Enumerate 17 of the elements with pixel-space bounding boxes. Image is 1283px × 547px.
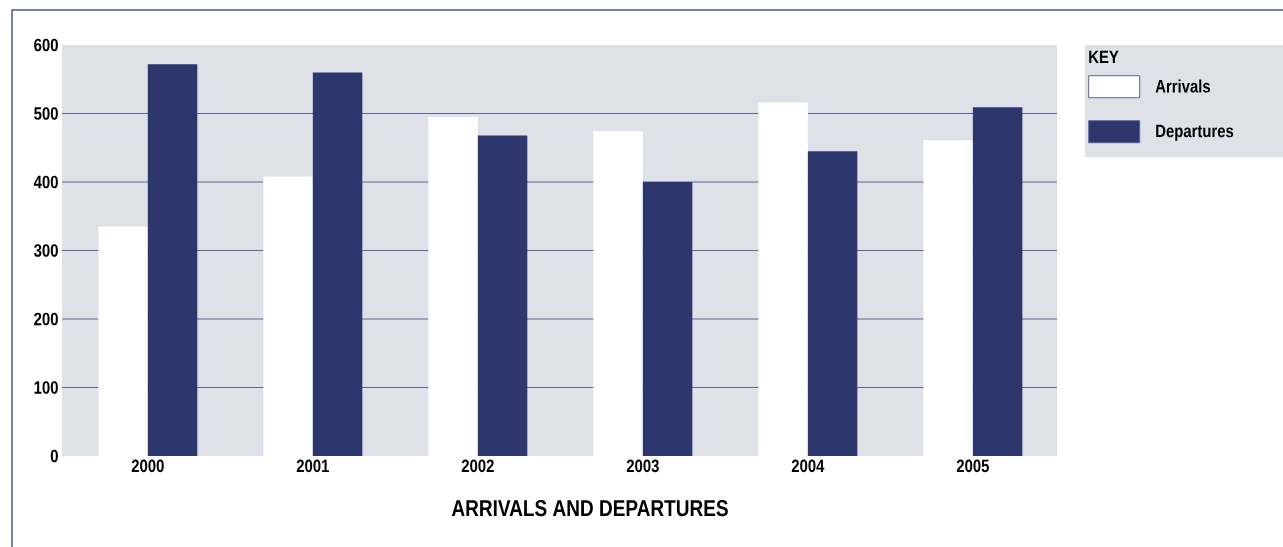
y-tick-label: 300 (33, 244, 58, 257)
legend-label: Departures (1156, 124, 1234, 141)
x-tick-label: 2003 (626, 459, 659, 473)
x-tick-label: 2001 (296, 459, 329, 473)
x-tick-label: 2005 (956, 459, 989, 473)
x-tick-label: 2002 (461, 459, 494, 473)
x-tick-label: 2004 (791, 459, 825, 473)
y-tick-label: 600 (34, 38, 58, 52)
y-tick-label: 200 (34, 312, 58, 326)
legend-title: KEY (1089, 50, 1119, 63)
x-tick-label: 2000 (131, 459, 164, 473)
y-tick-label: 100 (34, 381, 58, 394)
y-tick-label: 0 (50, 449, 58, 463)
text: ARRIVALS AND DEPARTURES (451, 500, 728, 517)
y-tick-label: 500 (34, 107, 58, 120)
legend-label: Arrivals (1155, 79, 1211, 93)
y-tick-label: 400 (33, 175, 58, 189)
